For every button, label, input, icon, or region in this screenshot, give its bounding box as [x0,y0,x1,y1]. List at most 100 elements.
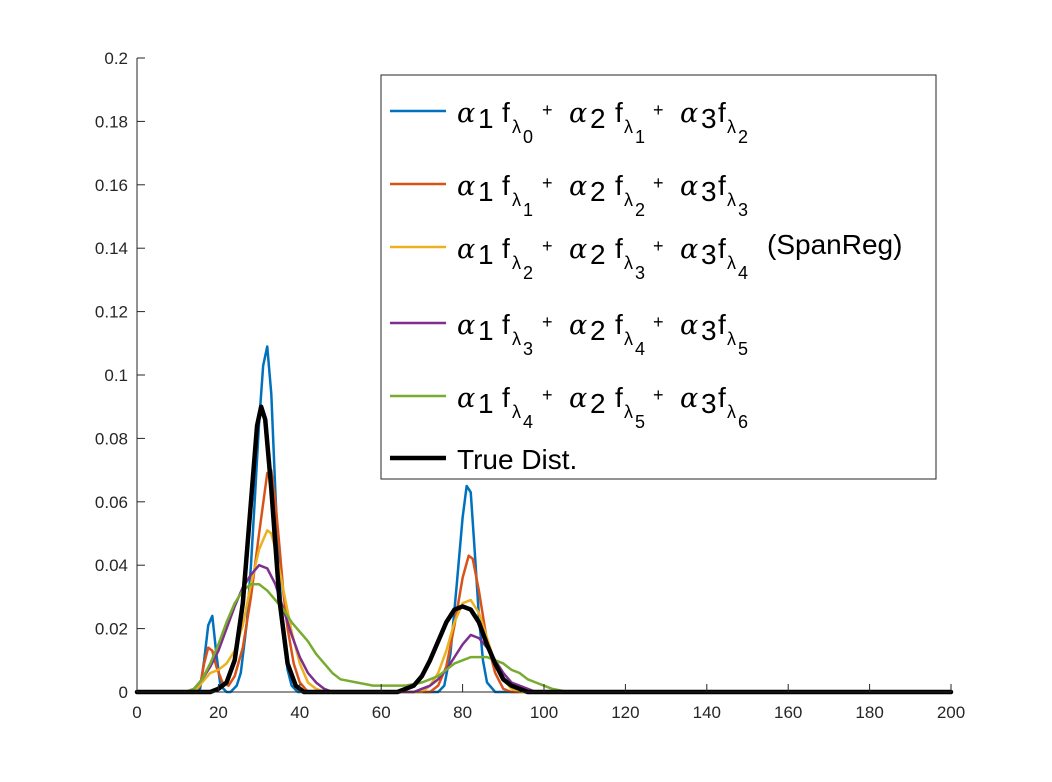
x-tick-label: 160 [774,703,802,722]
series-line-6 [134,404,954,695]
legend-index: 2 [590,315,606,346]
legend-plus: + [653,385,664,405]
legend-lambda: λ [727,190,736,210]
y-tick-label: 0 [119,683,128,702]
legend-spanreg-note: (SpanReg) [767,229,902,260]
y-tick-label: 0.06 [95,493,128,512]
axes-layer: 0 20 40 60 80 100 120 140 160 180 20000.020.040.06… [95,49,965,722]
legend-alpha: α [680,171,698,202]
x-tick-label: 40 [290,703,309,722]
legend-lambda: λ [727,253,736,273]
legend-index: 1 [478,103,494,134]
legend-f: f [718,97,726,128]
legend-lambda: λ [624,402,633,422]
legend-f: f [718,309,726,340]
legend-lambda: λ [727,402,736,422]
legend-f: f [718,233,726,264]
legend-plus: + [542,173,553,193]
legend-f: f [502,309,510,340]
legend-lambda-index: 4 [635,339,645,359]
legend-lambda-index: 2 [523,263,533,283]
legend-lambda: λ [512,402,521,422]
legend-alpha: α [457,98,475,129]
series-line-3 [135,529,953,694]
legend-lambda-index: 3 [738,200,748,220]
legend-index: 3 [701,103,717,134]
legend-lambda-index: 2 [635,200,645,220]
legend-plus: + [653,100,664,120]
legend-alpha: α [680,383,698,414]
legend-alpha: α [457,383,475,414]
legend-lambda-index: 1 [523,200,533,220]
x-tick-label: 60 [372,703,391,722]
legend-index: 2 [590,239,606,270]
x-tick-label: 100 [530,703,558,722]
legend-alpha: α [457,234,475,265]
series-line-1 [135,345,953,694]
x-tick-label: 180 [855,703,883,722]
legend-alpha: α [680,234,698,265]
x-tick-label: 80 [453,703,472,722]
legend-index: 2 [590,176,606,207]
legend-entry-4: α 1 f λ 3+ α 2 f λ 4+ α 3 f λ 5 [390,309,748,359]
legend-lambda: λ [512,190,521,210]
x-tick-label: 0 [132,703,141,722]
legend-entry-5: α 1 f λ 4+ α 2 f λ 5+ α 3 f λ 6 [390,382,748,432]
legend-lambda: λ [727,329,736,349]
legend-alpha: α [569,234,587,265]
legend: α 1 f λ 0+ α 2 f λ 1+ α 3 f λ 2α 1 f λ 1+ α 2 f λ 2+ α 3 f λ 3α 1 f λ 2+… [380,74,937,480]
legend-f: f [615,309,623,340]
y-tick-label: 0.14 [95,239,128,258]
legend-f: f [502,170,510,201]
legend-entry-6: True Dist. [390,444,577,475]
legend-index: 3 [701,388,717,419]
legend-entry-3: α 1 f λ 2+ α 2 f λ 3+ α 3 f λ 4(SpanReg) [390,229,902,283]
y-tick-label: 0.08 [95,429,128,448]
legend-plus: + [653,173,664,193]
legend-f: f [615,170,623,201]
legend-lambda-index: 1 [635,127,645,147]
legend-f: f [502,382,510,413]
legend-alpha: α [569,98,587,129]
legend-plus: + [653,312,664,332]
legend-label: True Dist. [457,444,577,475]
x-tick-label: 20 [209,703,228,722]
legend-lambda-index: 0 [523,127,533,147]
legend-plus: + [542,100,553,120]
legend-alpha: α [457,310,475,341]
legend-index: 3 [701,315,717,346]
x-tick-label: 200 [937,703,965,722]
legend-f: f [615,97,623,128]
legend-entry-2: α 1 f λ 1+ α 2 f λ 2+ α 3 f λ 3 [390,170,748,220]
legend-lambda: λ [512,329,521,349]
legend-lambda-index: 4 [738,263,748,283]
y-tick-label: 0.16 [95,176,128,195]
legend-plus: + [542,385,553,405]
legend-f: f [502,233,510,264]
y-tick-label: 0.1 [104,366,128,385]
legend-lambda: λ [512,253,521,273]
legend-lambda: λ [624,117,633,137]
legend-lambda-index: 6 [738,412,748,432]
legend-lambda: λ [512,117,521,137]
y-tick-label: 0.02 [95,620,128,639]
legend-lambda-index: 4 [523,412,533,432]
legend-f: f [615,233,623,264]
legend-box [380,74,937,480]
legend-alpha: α [569,171,587,202]
x-tick-label: 140 [693,703,721,722]
legend-f: f [615,382,623,413]
legend-alpha: α [680,98,698,129]
legend-alpha: α [680,310,698,341]
legend-lambda: λ [624,329,633,349]
series-layer [134,345,954,695]
legend-lambda-index: 5 [738,339,748,359]
legend-f: f [718,382,726,413]
y-tick-label: 0.18 [95,112,128,131]
legend-plus: + [653,236,664,256]
legend-plus: + [542,312,553,332]
y-tick-label: 0.2 [104,49,128,68]
legend-entry-1: α 1 f λ 0+ α 2 f λ 1+ α 3 f λ 2 [390,97,748,147]
